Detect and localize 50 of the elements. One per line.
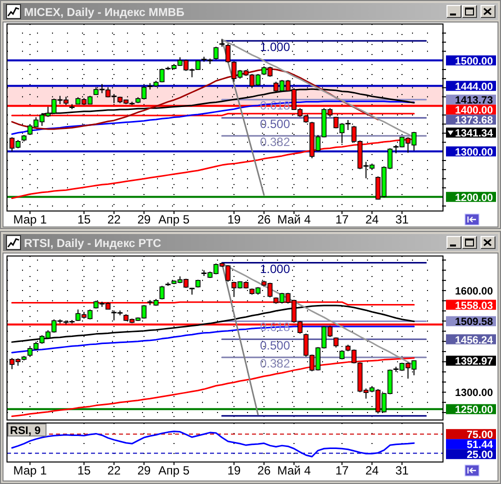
x-tick-label: 24: [365, 464, 379, 478]
chart-title: RTSI, Daily - Индекс РТС: [24, 238, 162, 250]
x-tick-label: 24: [365, 212, 379, 226]
x-tick-label: 17: [335, 464, 349, 478]
y-tick-label: 1300.00: [455, 146, 494, 158]
x-tick-label: 26: [257, 212, 271, 226]
y-tick-label: 1500.00: [455, 55, 494, 68]
y-tick-label: 1200.00: [455, 192, 494, 204]
y-tick-label: 1373.68: [455, 114, 494, 127]
x-tick-label: Мар 1: [13, 212, 48, 226]
series-label: 1.000: [260, 40, 290, 54]
series-label: 0.500: [260, 338, 290, 352]
y-tick-label: 1413.73: [455, 94, 494, 107]
series-label: 0.382: [260, 356, 290, 370]
y-tick-label: 1400.00: [455, 104, 494, 117]
x-tick-label: 15: [77, 464, 91, 478]
chart-title: MICEX, Daily - Индекс ММВБ: [24, 7, 184, 19]
chart-title: RSI, 9: [10, 425, 41, 437]
x-tick-label: 26: [257, 464, 271, 478]
x-tick-label: 29: [137, 464, 151, 478]
x-tick-label: 19: [227, 212, 241, 226]
y-tick-label: 1558.03: [455, 300, 494, 312]
y-tick-label: 1600.00: [455, 286, 494, 298]
x-tick-label: 22: [107, 212, 121, 226]
x-tick-label: Май 4: [277, 212, 312, 226]
y-tick-label: 1250.00: [455, 404, 494, 416]
y-tick-label: 1444.00: [455, 80, 494, 93]
x-tick-label: Мар 1: [13, 464, 48, 478]
series-label: 0.500: [260, 116, 290, 131]
x-tick-label: 29: [137, 212, 151, 226]
x-tick-label: Апр 5: [158, 212, 190, 226]
x-tick-label: 17: [335, 212, 349, 226]
y-tick-label: 1341.34: [455, 128, 494, 140]
x-tick-label: 15: [77, 212, 91, 226]
x-tick-label: 31: [395, 212, 409, 226]
y-tick-label: 1300.00: [455, 387, 494, 400]
series-label: 1.000: [260, 262, 290, 276]
x-tick-label: Апр 5: [158, 464, 190, 478]
x-tick-label: 22: [107, 464, 121, 478]
y-tick-label: 51.44: [466, 439, 494, 452]
y-tick-label: 1509.58: [455, 316, 494, 328]
y-tick-label: 25.00: [466, 449, 494, 462]
series-label: 0.382: [260, 134, 290, 149]
series-label: 0.618: [260, 98, 290, 113]
y-tick-label: 1392.97: [455, 356, 494, 368]
y-tick-label: 1456.24: [455, 334, 494, 346]
x-tick-label: 19: [227, 464, 241, 478]
x-tick-label: 31: [395, 464, 409, 478]
y-tick-label: 75.00: [466, 429, 494, 442]
x-tick-label: Май 4: [277, 464, 312, 478]
